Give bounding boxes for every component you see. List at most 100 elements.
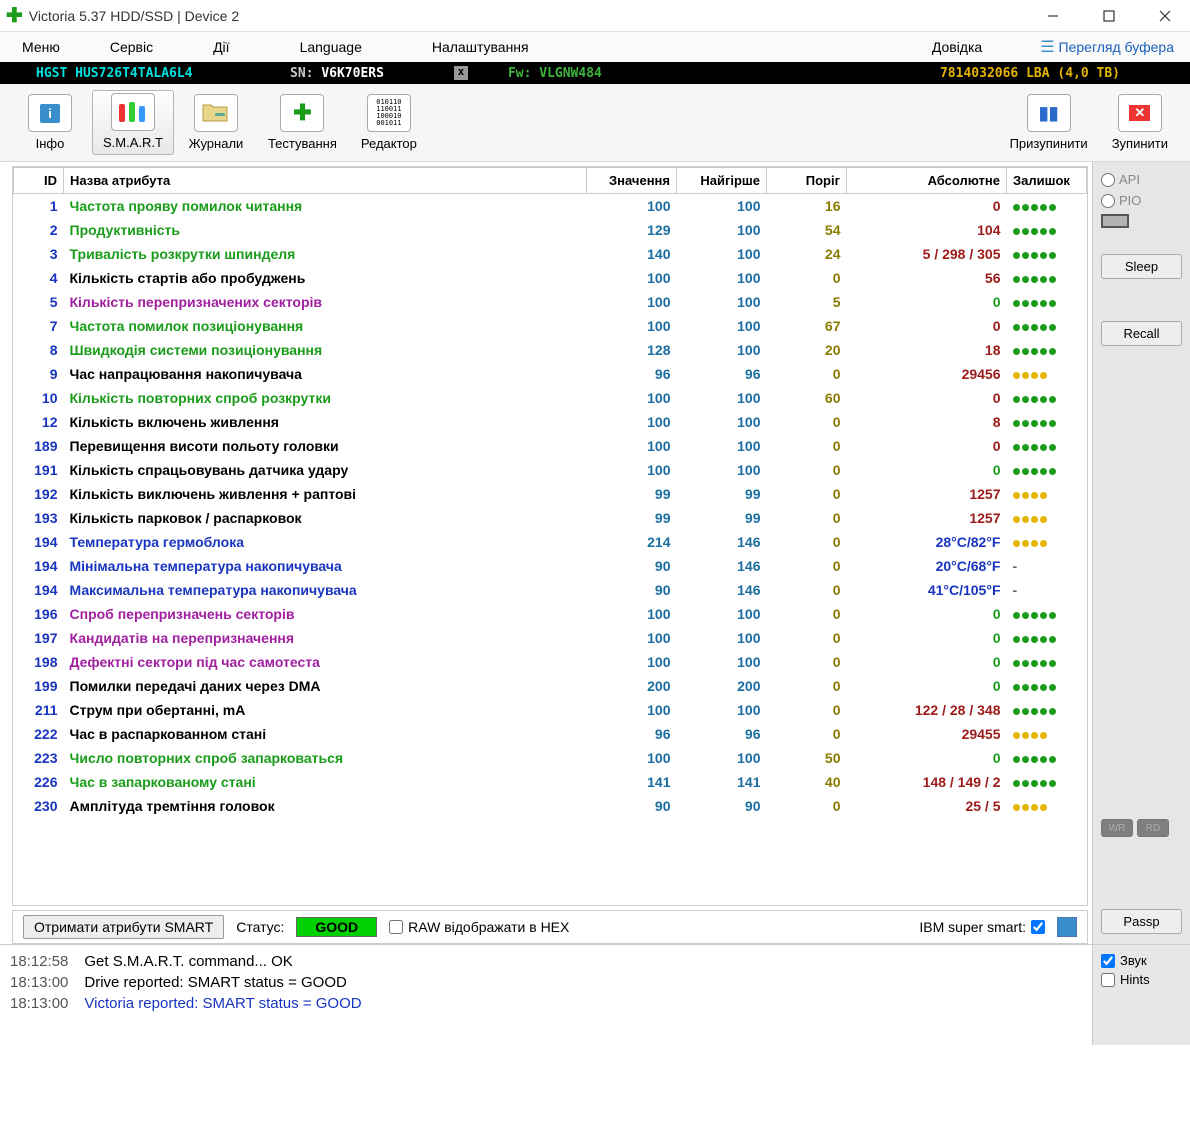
sleep-button[interactable]: Sleep xyxy=(1101,254,1182,279)
attr-value: 99 xyxy=(587,482,677,506)
menu-item[interactable]: Меню xyxy=(8,35,96,59)
color-indicator[interactable] xyxy=(1057,917,1077,937)
attr-threshold: 50 xyxy=(767,746,847,770)
table-row[interactable]: 5Кількість перепризначених секторів10010… xyxy=(14,290,1087,314)
table-row[interactable]: 9Час напрацювання накопичувача9696029456 xyxy=(14,362,1087,386)
minimize-button[interactable] xyxy=(1034,2,1072,30)
attr-threshold: 16 xyxy=(767,194,847,218)
table-row[interactable]: 194Максимальна температура накопичувача9… xyxy=(14,578,1087,602)
table-row[interactable]: 191Кількість спрацьовувань датчика удару… xyxy=(14,458,1087,482)
table-row[interactable]: 223Число повторних спроб запарковаться10… xyxy=(14,746,1087,770)
smart-button[interactable]: S.M.A.R.T xyxy=(92,90,174,155)
attr-name: Струм при обертанні, mA xyxy=(64,698,587,722)
passp-button[interactable]: Passp xyxy=(1101,909,1182,934)
attr-name: Число повторних спроб запарковаться xyxy=(64,746,587,770)
col-health[interactable]: Залишок xyxy=(1007,168,1087,194)
attr-health xyxy=(1007,626,1087,650)
attr-name: Перевищення висоти польоту головки xyxy=(64,434,587,458)
attr-threshold: 0 xyxy=(767,362,847,386)
table-row[interactable]: 8Швидкодія системи позиціонування1281002… xyxy=(14,338,1087,362)
attr-threshold: 54 xyxy=(767,218,847,242)
app-icon: ✚ xyxy=(6,3,23,28)
titlebar: ✚ Victoria 5.37 HDD/SSD | Device 2 xyxy=(0,0,1190,32)
attr-worst: 100 xyxy=(677,242,767,266)
table-row[interactable]: 194Температура гермоблока214146028°C/82°… xyxy=(14,530,1087,554)
plus-icon: ✚ xyxy=(280,94,324,132)
attr-health: - xyxy=(1007,554,1087,578)
table-row[interactable]: 189Перевищення висоти польоту головки100… xyxy=(14,434,1087,458)
attr-worst: 100 xyxy=(677,218,767,242)
attr-threshold: 67 xyxy=(767,314,847,338)
table-row[interactable]: 222Час в распаркованном стані9696029455 xyxy=(14,722,1087,746)
col-worst[interactable]: Найгірше xyxy=(677,168,767,194)
pio-radio[interactable]: PIO xyxy=(1101,193,1182,208)
table-row[interactable]: 10Кількість повторних спроб розкрутки100… xyxy=(14,386,1087,410)
table-row[interactable]: 2Продуктивність12910054104 xyxy=(14,218,1087,242)
attr-id: 194 xyxy=(14,554,64,578)
attr-id: 230 xyxy=(14,794,64,818)
table-row[interactable]: 230Амплітуда тремтіння головок9090025 / … xyxy=(14,794,1087,818)
attr-absolute: 29456 xyxy=(847,362,1007,386)
menu-item[interactable]: Language xyxy=(286,35,418,59)
editor-button[interactable]: 010110110011100010001011 Редактор xyxy=(351,92,427,155)
buffer-view-link[interactable]: ☰Перегляд буфера xyxy=(1032,33,1182,61)
pause-icon: ▮▮ xyxy=(1027,94,1071,132)
menu-item[interactable]: Сервіс xyxy=(96,35,199,59)
table-row[interactable]: 226Час в запаркованому стані14114140148 … xyxy=(14,770,1087,794)
table-row[interactable]: 7Частота помилок позиціонування100100670 xyxy=(14,314,1087,338)
col-abs[interactable]: Абсолютне xyxy=(847,168,1007,194)
table-row[interactable]: 193Кількість парковок / распарковок99990… xyxy=(14,506,1087,530)
col-val[interactable]: Значення xyxy=(587,168,677,194)
close-button[interactable] xyxy=(1146,2,1184,30)
raw-hex-checkbox[interactable]: RAW відображати в HEX xyxy=(389,919,569,935)
menu-item[interactable]: Дії xyxy=(199,35,285,59)
table-row[interactable]: 4Кількість стартів або пробуджень1001000… xyxy=(14,266,1087,290)
table-row[interactable]: 196Спроб перепризначень секторів10010000 xyxy=(14,602,1087,626)
attr-absolute: 0 xyxy=(847,458,1007,482)
attr-value: 100 xyxy=(587,746,677,770)
ibm-smart-checkbox[interactable]: IBM super smart: xyxy=(919,919,1045,935)
log-options: Звук Hints xyxy=(1092,945,1190,1045)
table-row[interactable]: 3Тривалість розкрутки шпинделя140100245 … xyxy=(14,242,1087,266)
attr-name: Амплітуда тремтіння головок xyxy=(64,794,587,818)
col-name[interactable]: Назва атрибута xyxy=(64,168,587,194)
table-row[interactable]: 211Струм при обертанні, mA1001000122 / 2… xyxy=(14,698,1087,722)
table-row[interactable]: 12Кількість включень живлення10010008 xyxy=(14,410,1087,434)
rd-led: RD xyxy=(1137,819,1169,837)
attr-worst: 100 xyxy=(677,266,767,290)
get-smart-button[interactable]: Отримати атрибути SMART xyxy=(23,915,224,939)
attr-threshold: 20 xyxy=(767,338,847,362)
table-row[interactable]: 194Мінімальна температура накопичувача90… xyxy=(14,554,1087,578)
clear-sn-icon[interactable]: x xyxy=(454,66,468,80)
attr-absolute: 122 / 28 / 348 xyxy=(847,698,1007,722)
attr-threshold: 24 xyxy=(767,242,847,266)
attr-name: Швидкодія системи позиціонування xyxy=(64,338,587,362)
test-button[interactable]: ✚ Тестування xyxy=(258,92,347,155)
menu-item[interactable]: Довідка xyxy=(918,35,1032,59)
col-id[interactable]: ID xyxy=(14,168,64,194)
attr-id: 8 xyxy=(14,338,64,362)
attr-health xyxy=(1007,506,1087,530)
table-row[interactable]: 192Кількість виключень живлення + раптов… xyxy=(14,482,1087,506)
table-row[interactable]: 199Помилки передачі даних через DMA20020… xyxy=(14,674,1087,698)
pause-button[interactable]: ▮▮ Призупинити xyxy=(1000,92,1098,155)
table-row[interactable]: 1Частота прояву помилок читання100100160 xyxy=(14,194,1087,218)
table-row[interactable]: 198Дефектні сектори під час самотеста100… xyxy=(14,650,1087,674)
attr-name: Кількість спрацьовувань датчика удару xyxy=(64,458,587,482)
table-row[interactable]: 197Кандидатів на перепризначення10010000 xyxy=(14,626,1087,650)
attr-health xyxy=(1007,386,1087,410)
menu-item[interactable]: Налаштування xyxy=(418,35,543,59)
attr-health xyxy=(1007,290,1087,314)
attr-health xyxy=(1007,458,1087,482)
hints-checkbox[interactable]: Hints xyxy=(1101,972,1182,987)
stop-button[interactable]: ✕ Зупинити xyxy=(1102,92,1178,155)
maximize-button[interactable] xyxy=(1090,2,1128,30)
col-thr[interactable]: Поріг xyxy=(767,168,847,194)
info-button[interactable]: i Інфо xyxy=(12,92,88,155)
logs-button[interactable]: Журнали xyxy=(178,92,254,155)
recall-button[interactable]: Recall xyxy=(1101,321,1182,346)
smart-table: ID Назва атрибута Значення Найгірше Порі… xyxy=(13,167,1087,818)
api-radio[interactable]: API xyxy=(1101,172,1182,187)
status-label: Статус: xyxy=(236,919,284,935)
sound-checkbox[interactable]: Звук xyxy=(1101,953,1182,968)
